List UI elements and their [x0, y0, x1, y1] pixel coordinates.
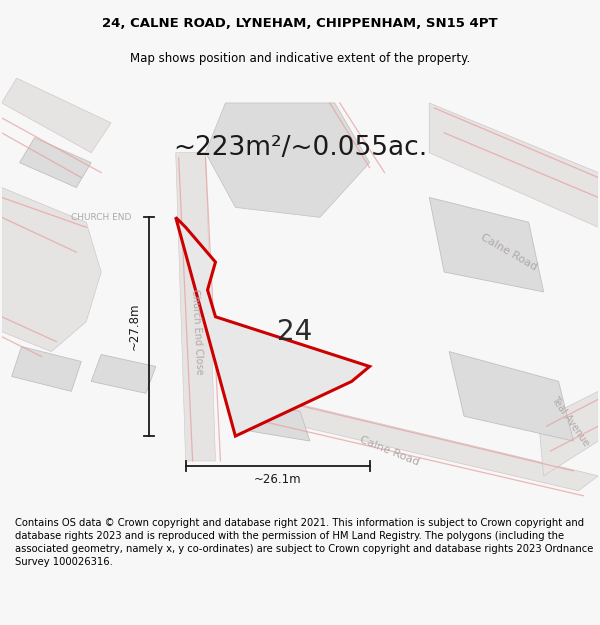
Polygon shape — [2, 78, 111, 152]
Text: 24: 24 — [277, 318, 313, 346]
Polygon shape — [206, 103, 370, 218]
Polygon shape — [429, 103, 598, 228]
Polygon shape — [241, 401, 310, 441]
Polygon shape — [235, 391, 598, 491]
Polygon shape — [20, 138, 91, 188]
Text: Church End Close: Church End Close — [190, 289, 205, 375]
Text: Teal Avenue: Teal Avenue — [550, 394, 591, 448]
Polygon shape — [176, 152, 215, 461]
Polygon shape — [91, 354, 156, 393]
Text: Contains OS data © Crown copyright and database right 2021. This information is : Contains OS data © Crown copyright and d… — [15, 518, 593, 568]
Polygon shape — [11, 347, 81, 391]
Text: CHURCH END: CHURCH END — [71, 213, 131, 222]
Text: ~26.1m: ~26.1m — [254, 473, 301, 486]
Polygon shape — [429, 198, 544, 292]
Polygon shape — [449, 351, 574, 441]
Text: Calne Road: Calne Road — [479, 232, 539, 272]
Polygon shape — [539, 391, 598, 476]
Text: 24, CALNE ROAD, LYNEHAM, CHIPPENHAM, SN15 4PT: 24, CALNE ROAD, LYNEHAM, CHIPPENHAM, SN1… — [102, 17, 498, 30]
Text: ~223m²/~0.055ac.: ~223m²/~0.055ac. — [173, 135, 427, 161]
Polygon shape — [176, 217, 370, 436]
Text: Calne Road: Calne Road — [358, 434, 421, 468]
Polygon shape — [2, 188, 101, 351]
Text: Map shows position and indicative extent of the property.: Map shows position and indicative extent… — [130, 52, 470, 65]
Text: ~27.8m: ~27.8m — [127, 303, 140, 351]
